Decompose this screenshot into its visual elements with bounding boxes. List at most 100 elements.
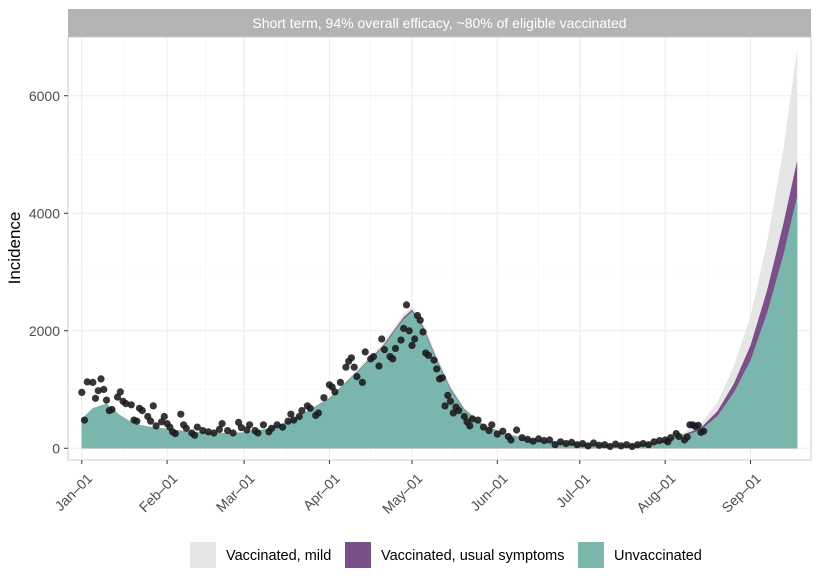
data-point <box>449 409 457 417</box>
data-point <box>152 422 160 430</box>
legend-swatch <box>578 542 604 568</box>
legend: Vaccinated, mild Vaccinated, usual sympto… <box>190 542 702 568</box>
data-point <box>667 434 675 442</box>
data-point <box>237 424 245 432</box>
data-point <box>416 316 424 324</box>
data-point <box>493 430 501 438</box>
y-tick-label: 6000 <box>29 88 60 104</box>
strip-background <box>68 9 811 37</box>
data-point <box>402 301 411 309</box>
legend-swatch <box>345 542 371 568</box>
data-point <box>138 407 146 415</box>
data-point <box>218 420 226 428</box>
data-point <box>83 378 91 386</box>
data-point <box>424 351 433 359</box>
data-point <box>375 362 383 370</box>
x-axis: Jan–01 Feb–01 Mar–01 Apr–01 May–01 Jun–01 Jul–… <box>51 460 764 517</box>
data-point <box>513 426 521 434</box>
data-point <box>287 410 295 418</box>
data-point <box>606 442 614 451</box>
data-point <box>347 354 355 362</box>
x-tick-label: Apr–01 <box>300 470 343 513</box>
data-point <box>441 402 449 410</box>
data-point <box>590 439 598 447</box>
y-axis: 0 2000 4000 6000 <box>29 88 68 456</box>
data-point <box>397 336 405 344</box>
observed-points <box>78 301 708 451</box>
data-point <box>507 436 515 444</box>
data-point <box>405 327 413 335</box>
data-point <box>108 405 116 414</box>
data-point <box>628 442 636 451</box>
data-point <box>700 427 708 435</box>
data-point <box>683 433 691 441</box>
data-point <box>474 416 482 424</box>
data-point <box>380 346 389 354</box>
data-point <box>306 404 314 412</box>
data-point <box>623 441 631 449</box>
data-point <box>259 421 267 429</box>
data-point <box>408 341 416 349</box>
data-point <box>694 421 702 429</box>
data-point <box>268 424 276 432</box>
data-point <box>400 324 408 332</box>
x-tick-label: Jul–01 <box>553 470 594 511</box>
data-point <box>568 438 576 446</box>
legend-label: Vaccinated, usual symptoms <box>381 548 564 564</box>
data-point <box>391 344 400 352</box>
data-point <box>378 335 386 343</box>
data-point <box>97 375 105 383</box>
data-point <box>546 436 554 444</box>
data-point <box>639 440 647 448</box>
data-point <box>438 374 446 382</box>
data-point <box>518 434 526 442</box>
data-point <box>210 429 218 437</box>
data-point <box>389 355 397 363</box>
data-point <box>350 363 358 371</box>
data-point <box>94 387 102 395</box>
data-point <box>246 421 254 429</box>
facet-title: Short term, 94% overall efficacy, ~80% o… <box>252 15 626 31</box>
data-point <box>617 442 625 450</box>
data-point <box>122 400 130 408</box>
data-point <box>215 425 223 433</box>
data-point <box>314 409 322 417</box>
data-point <box>147 417 155 425</box>
y-tick-label: 0 <box>52 440 60 456</box>
legend-swatch <box>190 542 216 568</box>
data-point <box>204 428 212 436</box>
y-axis-label: Incidence <box>5 212 24 285</box>
data-point <box>485 427 493 435</box>
data-point <box>601 441 609 449</box>
legend-label: Unvaccinated <box>614 548 702 564</box>
data-point <box>100 385 108 394</box>
data-point <box>468 415 477 423</box>
data-point <box>89 378 97 386</box>
data-point <box>353 373 361 381</box>
x-tick-label: Jan–01 <box>51 470 95 514</box>
data-point <box>488 421 496 429</box>
data-point <box>419 328 427 336</box>
minor-gridlines <box>68 37 811 460</box>
data-point <box>127 401 135 409</box>
legend-label: Vaccinated, mild <box>226 548 331 564</box>
data-point <box>298 407 306 415</box>
data-point <box>499 427 507 435</box>
data-point <box>584 442 592 450</box>
data-point <box>634 441 642 449</box>
data-point <box>273 421 281 429</box>
data-point <box>342 363 350 371</box>
data-point <box>430 356 438 364</box>
data-point <box>80 416 89 424</box>
data-point <box>562 440 570 448</box>
data-point <box>529 437 537 445</box>
data-point <box>573 441 581 449</box>
y-tick-label: 4000 <box>29 205 60 221</box>
data-point <box>535 435 543 443</box>
data-point <box>645 441 653 449</box>
data-point <box>675 432 683 441</box>
data-point <box>149 402 157 410</box>
major-gridlines <box>68 37 811 460</box>
data-point <box>320 394 328 402</box>
